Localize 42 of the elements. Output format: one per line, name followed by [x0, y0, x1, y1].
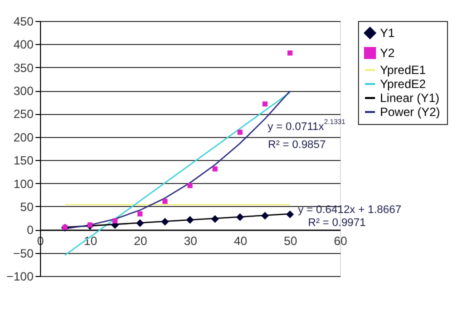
annotation: y = 0.6412x + 1.8667: [298, 204, 402, 216]
x-tick-label: 40: [234, 234, 248, 248]
point: [162, 198, 168, 204]
point: [262, 101, 268, 107]
x-tick-label: 60: [334, 234, 348, 248]
point: [112, 218, 118, 224]
point: [137, 211, 143, 216]
y-tick-label: −50: [13, 246, 34, 260]
point: [187, 183, 193, 188]
point: [261, 212, 269, 220]
point: [161, 218, 169, 226]
point: [237, 130, 243, 135]
point: [287, 50, 293, 56]
legend-label: Y2: [380, 46, 396, 60]
annotation: R² = 0.9857: [268, 139, 326, 151]
y-tick-label: 200: [13, 130, 34, 144]
y-tick-label: −100: [6, 270, 34, 284]
legend-label: Y1: [380, 26, 396, 40]
y-tick-label: 50: [20, 200, 34, 214]
y-tick-label: 450: [13, 14, 34, 28]
x-tick-label: 10: [84, 234, 98, 248]
y-tick-label: 100: [13, 176, 34, 191]
point: [286, 210, 294, 218]
legend-label: YpredE2: [380, 77, 426, 91]
x-tick-label: 20: [134, 234, 148, 248]
point: [236, 213, 244, 221]
point: [211, 215, 219, 223]
legend-label: Linear (Y1): [380, 91, 440, 105]
y-tick-label: 300: [13, 84, 34, 98]
y-tick-label: 400: [13, 38, 34, 52]
point: [186, 216, 194, 224]
x-tick-label: 50: [284, 234, 298, 248]
point: [212, 166, 218, 172]
legend-label: Power (Y2): [380, 105, 440, 119]
legend-label: YpredE1: [380, 63, 426, 77]
point: [136, 219, 144, 228]
y-tick-label: 250: [13, 107, 34, 122]
y-tick-label: 0: [26, 223, 34, 238]
y-tick-label: 350: [13, 60, 34, 75]
x-tick-label: 30: [184, 234, 198, 248]
annotation: R² = 0.9971: [308, 217, 366, 229]
y-tick-label: 150: [13, 154, 34, 168]
